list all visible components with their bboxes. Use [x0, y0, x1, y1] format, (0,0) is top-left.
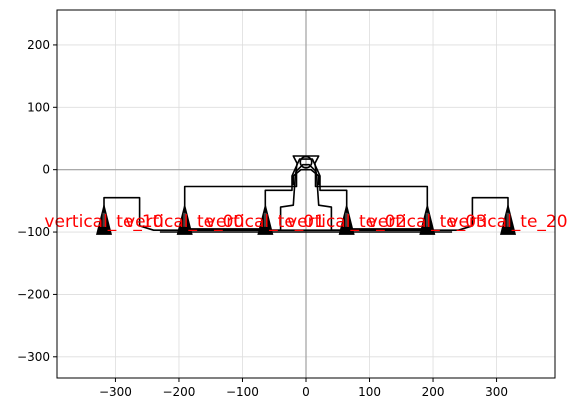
x-tick-label: −200: [162, 385, 195, 399]
ring-resonator: [299, 155, 313, 169]
x-tick-label: −100: [226, 385, 259, 399]
x-tick-label: −300: [99, 385, 132, 399]
axis-ticks: −300 −200 −100 0 100 200 300 200 100 0 −100 −200 −30…: [17, 38, 508, 399]
coupler-label: vertical_te_00: [125, 212, 244, 232]
y-tick-label: 200: [27, 38, 50, 52]
coupler-label: vertical_te_02: [287, 212, 406, 232]
waveguide-paths: [103, 155, 509, 233]
x-tick-label: 100: [358, 385, 381, 399]
waveguide-path: [179, 228, 433, 231]
coupler-markers: [96, 202, 516, 235]
y-tick-label: −300: [17, 350, 50, 364]
grating-coupler-core: [102, 212, 106, 227]
grating-coupler-core: [183, 212, 187, 227]
y-tick-label: −100: [17, 225, 50, 239]
grating-coupler-core: [345, 212, 349, 227]
coupler-labels: vertical_te_10vertical_te_00vertical_te_…: [44, 212, 567, 232]
x-tick-label: 0: [302, 385, 310, 399]
y-tick-label: −200: [17, 287, 50, 301]
waveguide-path: [183, 163, 429, 214]
grating-coupler-core: [263, 212, 267, 227]
coupler-label: vertical_te_10: [44, 212, 163, 232]
grating-coupler-core: [425, 212, 429, 227]
coupler-label: vertical_te_20: [448, 212, 567, 232]
x-tick-label: 200: [422, 385, 445, 399]
y-tick-label: 100: [27, 100, 50, 114]
grating-coupler-core: [506, 212, 510, 227]
coupler-label: vertical_te_01: [206, 212, 325, 232]
x-tick-label: 300: [485, 385, 508, 399]
coupler-label: vertical_te_03: [368, 212, 487, 232]
y-tick-label: 0: [42, 163, 50, 177]
waveguide-path: [264, 158, 348, 214]
waveguide-path: [292, 168, 320, 186]
